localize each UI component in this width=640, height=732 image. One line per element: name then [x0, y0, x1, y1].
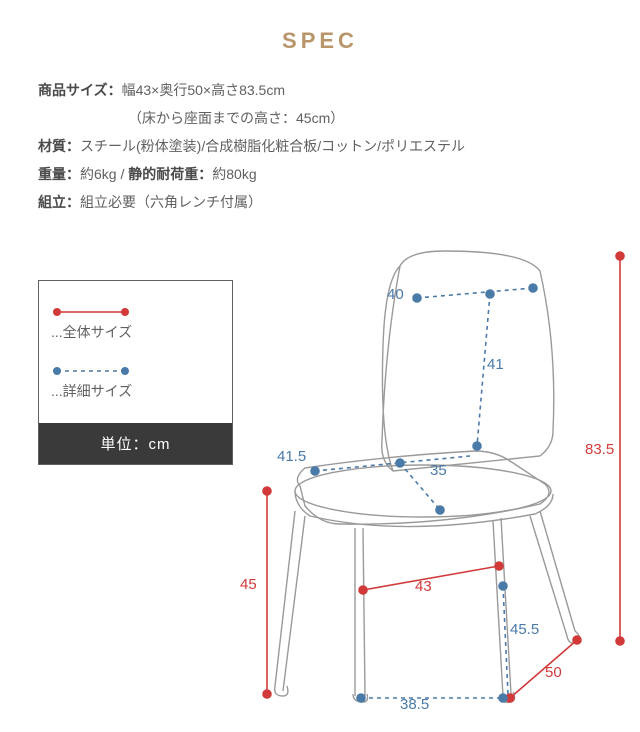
legend-detail-row — [51, 358, 220, 372]
dim-back-width: 40 — [387, 286, 404, 303]
spec-text: 商品サイズ：幅43×奥行50×高さ83.5cm （床から座面までの高さ：45cm… — [0, 76, 640, 216]
material-label: 材質： — [38, 138, 80, 154]
legend-unit: 単位：cm — [39, 423, 232, 464]
size-label: 商品サイズ： — [38, 82, 122, 98]
dim-leg-front-width: 38.5 — [400, 696, 429, 713]
size-sub: （床から座面までの高さ：45cm） — [128, 110, 344, 126]
legend-overall-line — [51, 299, 131, 313]
chair-diagram: 40 41 41.5 35 45 43 83.5 45.5 50 38.5 — [245, 246, 630, 716]
assembly-label: 組立： — [38, 194, 80, 210]
legend-overall-row — [51, 299, 220, 313]
weight-value: 約6kg / — [80, 166, 128, 182]
legend-detail-text: ...詳細サイズ — [51, 376, 220, 407]
legend-box: ...全体サイズ ...詳細サイズ 単位：cm — [38, 280, 233, 465]
material-value: スチール(粉体塗装)/合成樹脂化粧合板/コットン/ポリエステル — [80, 138, 465, 154]
spec-title: SPEC — [0, 28, 640, 54]
weight-label: 重量： — [38, 166, 80, 182]
dim-depth: 50 — [545, 664, 562, 681]
load-label: 静的耐荷重： — [128, 166, 212, 182]
dim-leg-depth: 45.5 — [510, 621, 539, 638]
dim-total-height: 83.5 — [585, 441, 614, 458]
dim-back-height: 41 — [487, 356, 504, 373]
dim-seat-height: 45 — [240, 576, 257, 593]
dim-seat-width: 41.5 — [277, 448, 306, 465]
size-value: 幅43×奥行50×高さ83.5cm — [122, 82, 285, 98]
legend-overall-text: ...全体サイズ — [51, 317, 220, 348]
legend-detail-line — [51, 358, 131, 372]
dim-seat-depth: 35 — [430, 462, 447, 479]
load-value: 約80kg — [212, 166, 256, 182]
assembly-value: 組立必要（六角レンチ付属） — [80, 194, 262, 210]
dim-front-width: 43 — [415, 578, 432, 595]
